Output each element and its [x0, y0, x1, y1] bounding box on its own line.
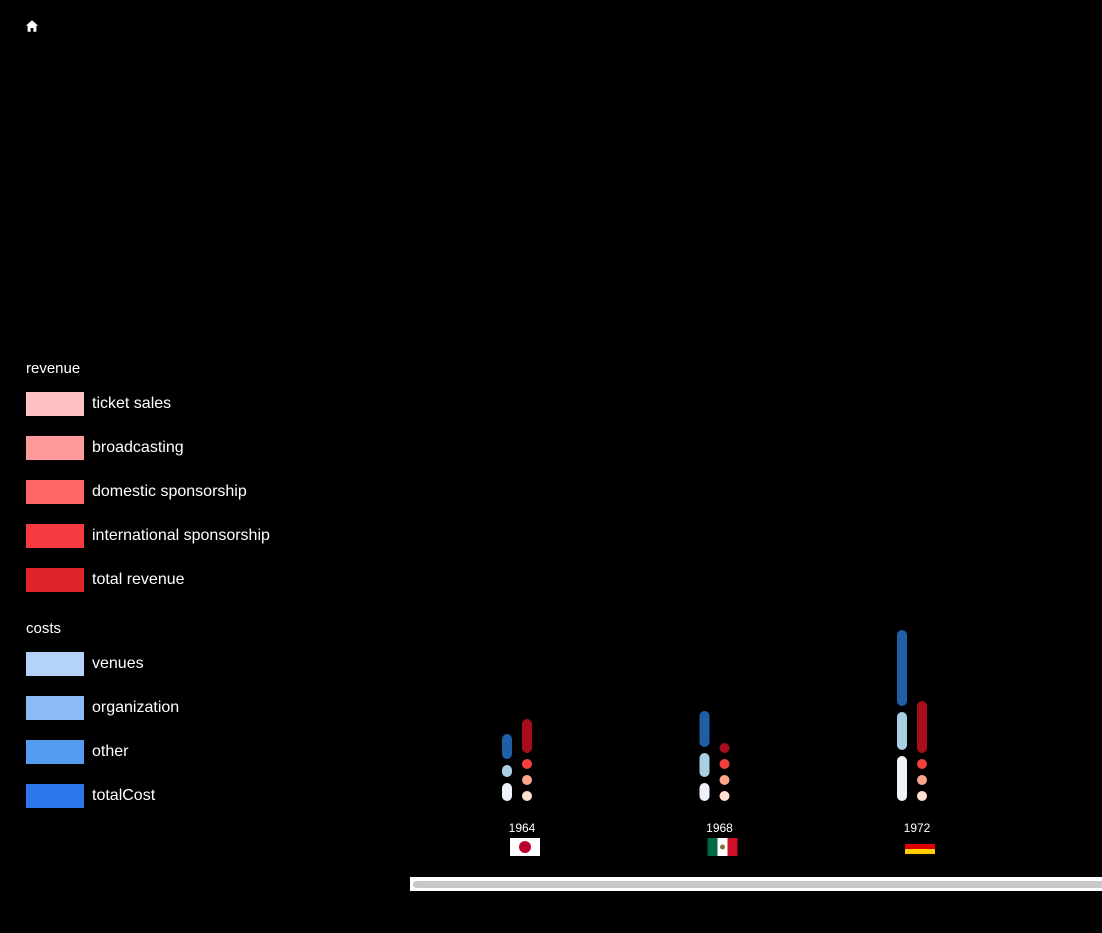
costs-legend-label: organization — [92, 699, 180, 716]
revenue-legend-item: international sponsorship — [26, 524, 326, 548]
legend: revenue ticket sales broadcasting domestic… — [26, 360, 326, 828]
costs-legend-item: organization — [26, 696, 326, 720]
horizontal-scrollbar[interactable] — [410, 877, 1102, 891]
home-icon[interactable] — [25, 19, 39, 33]
costs-legend-item: other — [26, 740, 326, 764]
revenue-sponsorship-mark[interactable] — [917, 759, 927, 769]
revenue-ticket-sales-mark[interactable] — [719, 791, 730, 801]
revenue-sponsorship-mark[interactable] — [522, 759, 532, 769]
revenue-legend-title: revenue — [26, 360, 81, 377]
revenue-legend-swatch — [26, 568, 84, 592]
revenue-legend-item: ticket sales — [26, 392, 326, 416]
cost-organization-mark[interactable] — [897, 712, 907, 750]
cost-organization-mark[interactable] — [699, 753, 710, 777]
costs-legend-item: totalCost — [26, 784, 326, 808]
costs-legend-label: venues — [92, 655, 144, 672]
flag-mexico-icon — [707, 838, 738, 856]
costs-legend-title: costs — [26, 620, 62, 637]
revenue-legend-item: domestic sponsorship — [26, 480, 326, 504]
cost-organization-mark[interactable] — [502, 765, 512, 777]
chart-area: 1964 1968 1972 — [410, 0, 1102, 933]
cost-total-mark[interactable] — [502, 734, 512, 759]
scrollbar-thumb[interactable] — [413, 881, 1102, 888]
revenue-legend-list: ticket sales broadcasting domestic sponsor… — [26, 392, 326, 592]
costs-legend-swatch — [26, 740, 84, 764]
costs-legend-swatch — [26, 784, 84, 808]
year-label: 1968 — [706, 821, 733, 835]
costs-legend-swatch — [26, 696, 84, 720]
revenue-ticket-sales-mark[interactable] — [917, 791, 927, 801]
revenue-legend-item: total revenue — [26, 568, 326, 592]
cost-venues-mark[interactable] — [897, 756, 907, 801]
revenue-total-mark[interactable] — [522, 719, 532, 753]
flag-japan-icon — [510, 838, 540, 856]
revenue-sponsorship-mark[interactable] — [719, 759, 730, 769]
cost-venues-mark[interactable] — [502, 783, 512, 801]
revenue-legend-label: total revenue — [92, 571, 185, 588]
costs-legend-label: other — [92, 743, 129, 760]
revenue-legend-swatch — [26, 436, 84, 460]
revenue-ticket-sales-mark[interactable] — [522, 791, 532, 801]
costs-legend-list: venues organization other totalCost — [26, 652, 326, 808]
flag-germany-icon — [905, 839, 935, 854]
revenue-total-mark[interactable] — [917, 701, 927, 753]
cost-venues-mark[interactable] — [699, 783, 710, 801]
revenue-broadcasting-mark[interactable] — [719, 775, 730, 785]
revenue-broadcasting-mark[interactable] — [522, 775, 532, 785]
revenue-legend-swatch — [26, 392, 84, 416]
revenue-total-mark[interactable] — [719, 743, 730, 753]
year-label: 1964 — [509, 821, 536, 835]
costs-legend-swatch — [26, 652, 84, 676]
revenue-legend-label: international sponsorship — [92, 527, 270, 544]
costs-legend-item: venues — [26, 652, 326, 676]
revenue-legend-item: broadcasting — [26, 436, 326, 460]
revenue-legend-label: domestic sponsorship — [92, 483, 247, 500]
revenue-legend-swatch — [26, 480, 84, 504]
year-label: 1972 — [904, 821, 931, 835]
costs-legend-label: totalCost — [92, 787, 156, 804]
olympics-cost-revenue-chart: 1964 1968 1972 — [502, 630, 935, 856]
cost-total-mark[interactable] — [699, 711, 710, 747]
cost-total-mark[interactable] — [897, 630, 907, 706]
revenue-broadcasting-mark[interactable] — [917, 775, 927, 785]
revenue-legend-label: broadcasting — [92, 439, 184, 456]
revenue-legend-swatch — [26, 524, 84, 548]
revenue-legend-label: ticket sales — [92, 395, 172, 412]
